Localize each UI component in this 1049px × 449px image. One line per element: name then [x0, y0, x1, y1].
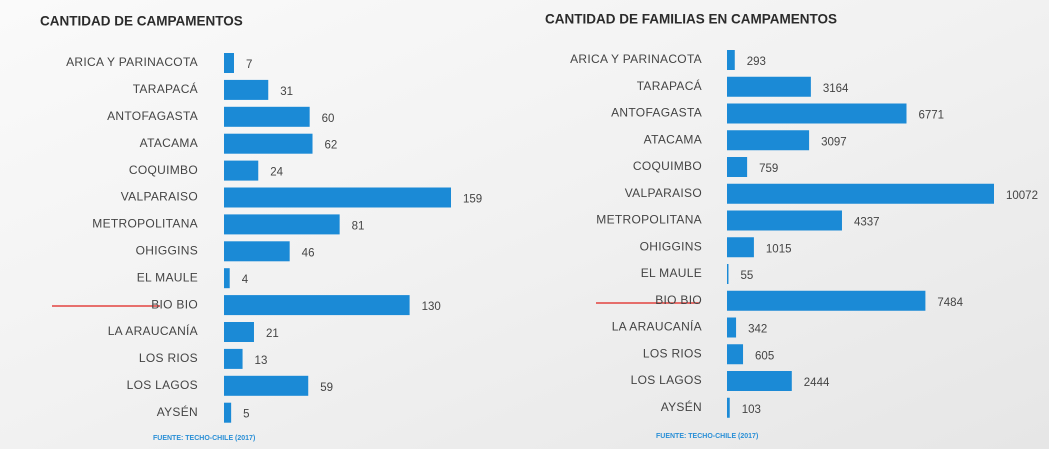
bar: [727, 318, 736, 338]
category-label: COQUIMBO: [129, 163, 198, 177]
category-label: LA ARAUCANÍA: [612, 319, 702, 334]
bar: [224, 376, 308, 396]
bar: [224, 53, 234, 73]
category-label: TARAPACÁ: [133, 81, 198, 96]
category-label: METROPOLITANA: [92, 217, 198, 231]
category-label: METROPOLITANA: [596, 213, 702, 227]
value-label: 3097: [821, 136, 847, 148]
category-label: LOS RIOS: [643, 346, 702, 360]
value-label: 3164: [823, 83, 849, 95]
category-label: OHIGGINS: [136, 243, 198, 257]
bar: [224, 403, 231, 423]
bar: [727, 291, 925, 311]
bar: [224, 349, 243, 369]
bar: [224, 134, 313, 154]
bar: [727, 237, 754, 257]
bar: [727, 371, 792, 391]
bar: [727, 264, 728, 284]
category-label: ARICA Y PARINACOTA: [570, 52, 702, 66]
value-label: 60: [322, 113, 335, 125]
category-label: COQUIMBO: [633, 159, 702, 173]
bar: [727, 50, 735, 70]
bar: [727, 130, 809, 150]
value-label: 21: [266, 328, 279, 340]
value-label: 130: [422, 301, 441, 313]
value-label: 342: [748, 324, 767, 336]
source-note: FUENTE: TECHO-CHILE (2017): [656, 433, 758, 440]
value-label: 103: [742, 404, 761, 416]
bar: [224, 295, 410, 315]
bar: [727, 157, 747, 177]
category-label: LOS LAGOS: [127, 378, 198, 392]
value-label: 81: [352, 220, 365, 232]
value-label: 10072: [1006, 190, 1038, 202]
category-label: OHIGGINS: [640, 239, 702, 253]
value-label: 2444: [804, 377, 830, 389]
bar: [727, 104, 906, 124]
value-label: 7: [246, 59, 252, 71]
bar: [727, 77, 811, 97]
value-label: 62: [325, 140, 338, 152]
category-label: ARICA Y PARINACOTA: [66, 55, 198, 69]
bar: [224, 107, 310, 127]
value-label: 4337: [854, 217, 880, 229]
value-label: 4: [242, 274, 249, 286]
value-label: 13: [255, 355, 268, 367]
category-label: ANTOFAGASTA: [107, 109, 198, 123]
bar: [224, 241, 290, 261]
value-label: 293: [747, 56, 766, 68]
value-label: 46: [302, 247, 315, 259]
bar: [224, 161, 258, 181]
value-label: 24: [270, 167, 283, 179]
value-label: 605: [755, 350, 774, 362]
value-label: 6771: [918, 110, 944, 122]
category-label: VALPARAISO: [121, 190, 198, 204]
bar: [224, 322, 254, 342]
chart-title: CANTIDAD DE CAMPAMENTOS: [40, 14, 243, 29]
bar: [224, 80, 268, 100]
category-label: VALPARAISO: [625, 186, 702, 200]
value-label: 55: [740, 270, 753, 282]
value-label: 5: [243, 409, 249, 421]
bar: [727, 344, 743, 364]
category-label: EL MAULE: [641, 266, 702, 280]
source-note: FUENTE: TECHO-CHILE (2017): [153, 435, 255, 442]
category-label: BIO BIO: [655, 293, 702, 307]
bar: [727, 398, 730, 418]
value-label: 159: [463, 194, 482, 206]
category-label: LA ARAUCANÍA: [108, 323, 198, 338]
category-label: ANTOFAGASTA: [611, 106, 702, 120]
value-label: 1015: [766, 243, 792, 255]
bar: [224, 188, 451, 208]
value-label: 759: [759, 163, 778, 175]
bar: [727, 211, 842, 231]
category-label: TARAPACÁ: [637, 78, 702, 93]
value-label: 31: [280, 86, 293, 98]
category-label: LOS RIOS: [139, 351, 198, 365]
category-label: AYSÉN: [661, 399, 702, 414]
category-label: AYSÉN: [157, 404, 198, 419]
category-label: LOS LAGOS: [631, 373, 702, 387]
category-label: EL MAULE: [137, 270, 198, 284]
page: CANTIDAD DE CAMPAMENTOS ARICA Y PARINACOT…: [0, 0, 1049, 449]
value-label: 59: [320, 382, 333, 394]
chart-title: CANTIDAD DE FAMILIAS EN CAMPAMENTOS: [545, 12, 837, 27]
bar: [727, 184, 994, 204]
category-label: ATACAMA: [644, 132, 702, 146]
value-label: 7484: [937, 297, 963, 309]
category-label: BIO BIO: [151, 297, 198, 311]
category-label: ATACAMA: [140, 136, 198, 150]
bar: [224, 214, 340, 234]
bar: [224, 268, 230, 288]
